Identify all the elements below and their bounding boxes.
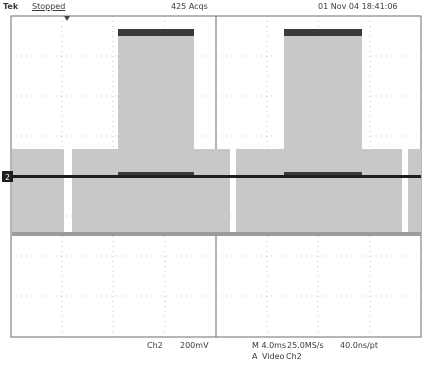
acquisition-count: 425 Acqs (171, 2, 208, 11)
status-bar: Tek Stopped 425 Acqs 01 Nov 04 18:41:06 (0, 0, 431, 14)
sample-rate-readout: 25.0MS/s (287, 341, 324, 350)
acquisition-state[interactable]: Stopped (32, 2, 66, 11)
channel-readout: Ch2 (147, 341, 163, 350)
timebase-readout: M 4.0ms (252, 341, 287, 350)
channel-2-trace (12, 29, 421, 236)
trigger-mode-readout: A (252, 352, 258, 361)
trigger-type-readout: Video (262, 352, 285, 361)
trigger-position-icon[interactable] (64, 16, 70, 21)
channel-2-level-marker[interactable]: 2 (2, 171, 13, 182)
timestamp: 01 Nov 04 18:41:06 (318, 2, 398, 11)
brand-logo: Tek (3, 2, 19, 11)
channel-marker-label: 2 (5, 173, 10, 182)
volts-per-div-readout: 200mV (180, 341, 209, 350)
resolution-readout: 40.0ns/pt (340, 341, 378, 350)
trigger-source-readout: Ch2 (286, 352, 302, 361)
ground-reference-line (12, 172, 421, 178)
